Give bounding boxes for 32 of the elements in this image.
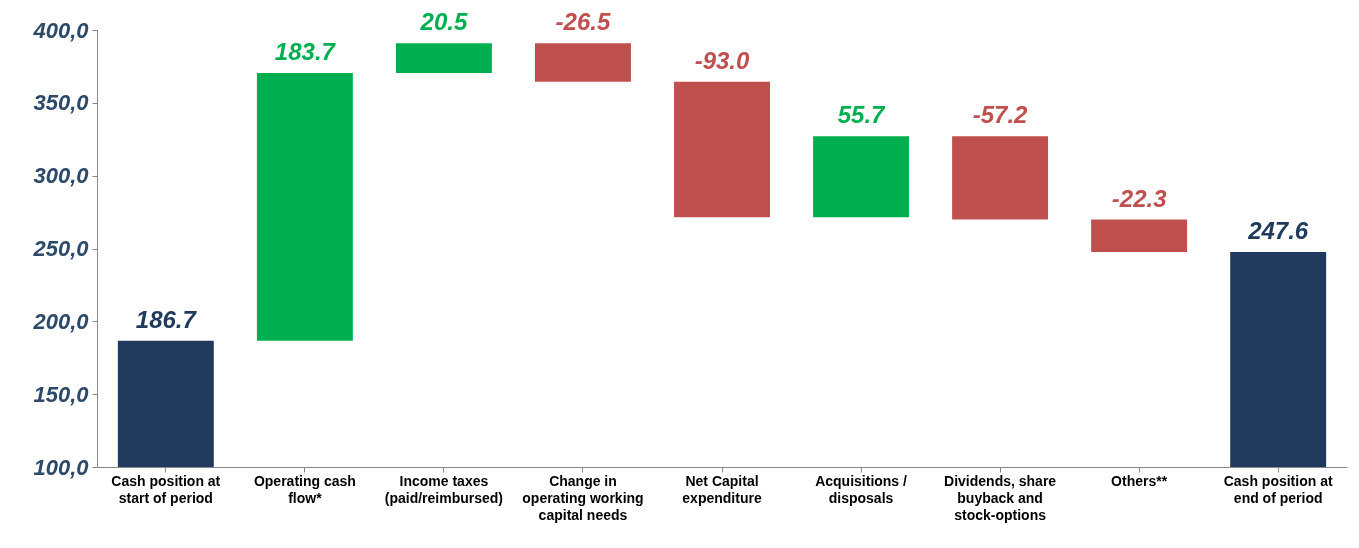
x-tick-label: Cash position at end of period	[1223, 472, 1333, 506]
y-tick-label: 300,0	[33, 163, 90, 189]
bar	[813, 136, 910, 218]
data-label: 20.5	[419, 8, 468, 36]
y-tick-label: 400,0	[32, 17, 90, 43]
bar	[256, 73, 353, 341]
y-tick-label: 200,0	[32, 308, 90, 334]
bar	[534, 43, 631, 82]
data-label: 186.7	[135, 305, 198, 333]
x-tick-label: Income taxes (paid/reimbursed)	[384, 472, 504, 506]
data-label: -26.5	[555, 8, 611, 36]
x-tick-label: Change in operating working capital needs	[522, 472, 644, 523]
data-label: 247.6	[1247, 217, 1309, 244]
data-label: 183.7	[274, 38, 337, 66]
x-tick-label: Net Capital expenditure	[682, 472, 762, 506]
bar	[952, 136, 1049, 220]
data-label: -57.2	[972, 101, 1029, 129]
x-tick-label: Acquisitions / disposals	[815, 472, 908, 506]
x-tick-label: Dividends, share buyback and stock-options	[944, 472, 1057, 523]
data-label: -22.3	[1111, 184, 1168, 212]
bar	[674, 81, 770, 218]
data-label: 55.7	[837, 101, 887, 129]
data-label: -93.0	[694, 46, 750, 74]
x-tick-label: Operating cash flow*	[253, 472, 356, 506]
x-tick-label: Cash position at start of period	[111, 472, 221, 506]
y-tick-label: 350,0	[33, 90, 90, 116]
y-tick-label: 250,0	[32, 236, 90, 261]
y-tick-label: 100,0	[33, 454, 90, 480]
y-tick-label: 150,0	[33, 381, 90, 407]
x-tick-label: Others**	[1111, 472, 1168, 489]
bar	[1091, 219, 1188, 252]
bar	[395, 43, 492, 74]
